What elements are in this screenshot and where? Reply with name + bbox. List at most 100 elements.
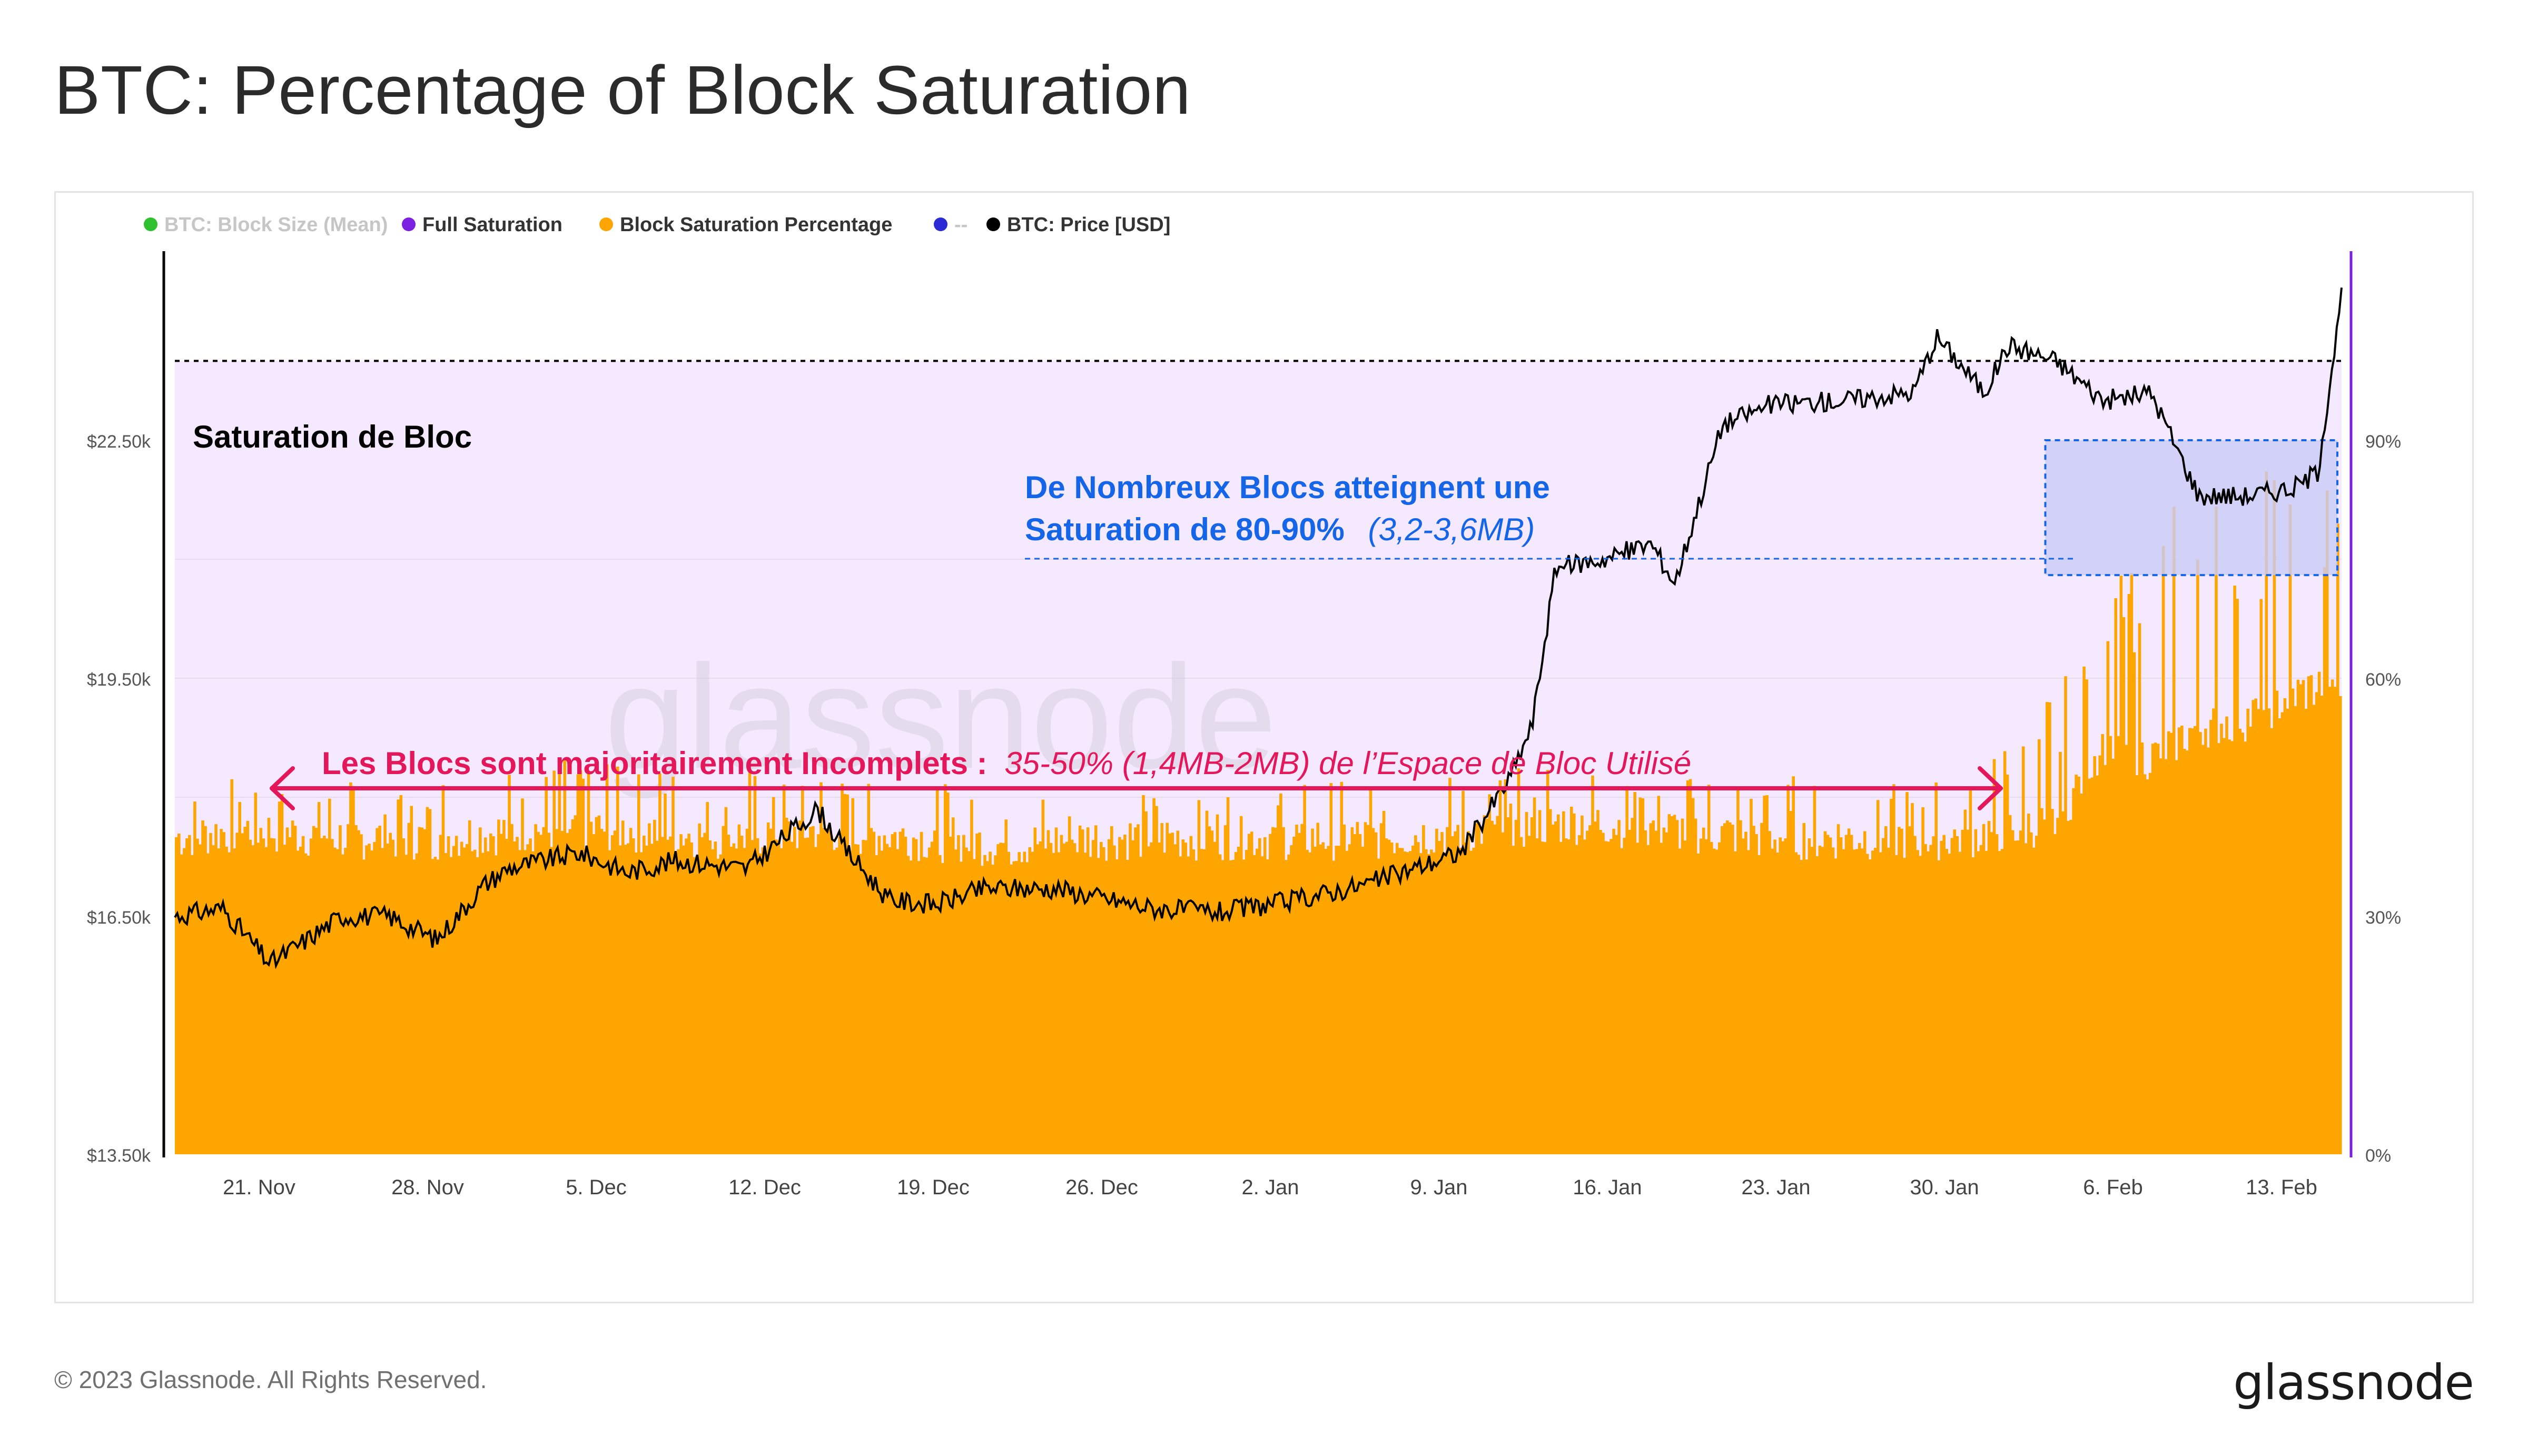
saturation-bar xyxy=(1393,853,1396,1154)
saturation-bar xyxy=(558,769,561,1154)
saturation-bar xyxy=(1329,783,1333,1154)
legend-item-label: BTC: Block Size (Mean) xyxy=(164,214,388,236)
saturation-bar xyxy=(428,809,432,1154)
saturation-bar xyxy=(1678,848,1682,1154)
saturation-bar xyxy=(436,859,440,1154)
saturation-bar xyxy=(1108,839,1111,1154)
saturation-bar xyxy=(1176,830,1180,1154)
saturation-bar xyxy=(1974,829,1978,1154)
saturation-bar xyxy=(1007,851,1010,1154)
saturation-bar xyxy=(177,834,181,1154)
saturation-bar xyxy=(2032,847,2036,1154)
saturation-bar xyxy=(1015,861,1018,1154)
y-left-ticks: $13.50k $16.50k $19.50k $22.50k xyxy=(87,432,151,1166)
saturation-bar xyxy=(764,850,767,1154)
saturation-bar xyxy=(2299,684,2303,1154)
saturation-bar xyxy=(196,838,199,1154)
saturation-bar xyxy=(898,831,902,1154)
saturation-bar xyxy=(2069,819,2072,1154)
saturation-bar xyxy=(547,833,550,1154)
saturation-bar xyxy=(1202,849,1206,1154)
saturation-bar xyxy=(1210,830,1214,1154)
x-tick-label: 13. Feb xyxy=(2246,1176,2317,1199)
saturation-bar xyxy=(1519,837,1523,1154)
saturation-bar xyxy=(1808,838,1811,1154)
saturation-bar xyxy=(1578,835,1581,1154)
saturation-bar xyxy=(1285,860,1288,1154)
saturation-bar xyxy=(1282,827,1285,1154)
saturation-bar xyxy=(288,837,292,1154)
saturation-bar xyxy=(1028,847,1032,1154)
saturation-bar xyxy=(368,844,371,1154)
saturation-bar xyxy=(1792,776,1795,1154)
saturation-bar xyxy=(516,837,519,1154)
saturation-bar xyxy=(1256,848,1259,1154)
saturation-bar xyxy=(1649,823,1653,1154)
saturation-bar xyxy=(2167,731,2170,1154)
saturation-bar xyxy=(1123,834,1127,1154)
x-tick-label: 12. Dec xyxy=(728,1176,801,1199)
saturation-bar xyxy=(1086,827,1090,1154)
saturation-bar xyxy=(1002,843,1005,1154)
saturation-bar xyxy=(888,847,892,1154)
saturation-bar xyxy=(1559,841,1563,1154)
saturation-bar xyxy=(2238,728,2241,1154)
saturation-bar xyxy=(2143,774,2147,1154)
saturation-bar xyxy=(1004,819,1008,1154)
x-tick-label: 6. Feb xyxy=(2083,1176,2142,1199)
saturation-bar xyxy=(719,854,723,1154)
saturation-bar xyxy=(1591,775,1594,1154)
saturation-bar xyxy=(1371,828,1375,1154)
saturation-bar xyxy=(1847,828,1851,1154)
saturation-bar xyxy=(2194,726,2197,1154)
saturation-bar xyxy=(2252,700,2255,1154)
saturation-bar xyxy=(814,847,817,1154)
saturation-bar xyxy=(914,839,918,1154)
saturation-bar xyxy=(2169,732,2173,1154)
saturation-bar xyxy=(724,807,728,1154)
saturation-bar xyxy=(1234,852,1238,1154)
saturation-bar xyxy=(1126,860,1129,1154)
saturation-bar xyxy=(468,820,471,1154)
saturation-bar xyxy=(1390,842,1394,1154)
chart-legend: BTC: Block Size (Mean) Full Saturation Blo… xyxy=(144,214,1170,236)
saturation-bar xyxy=(2090,777,2094,1154)
saturation-bar xyxy=(333,847,337,1154)
saturation-bar xyxy=(487,851,490,1154)
saturation-bar xyxy=(1044,848,1048,1154)
saturation-bar xyxy=(2262,710,2266,1154)
saturation-bar xyxy=(2201,745,2205,1154)
saturation-bar xyxy=(1385,838,1388,1154)
saturation-bar xyxy=(1950,838,1954,1154)
saturation-bar xyxy=(2011,830,2014,1154)
saturation-bar xyxy=(2186,750,2189,1154)
saturation-bar xyxy=(624,845,627,1154)
saturation-bar xyxy=(1538,810,1542,1154)
saturation-bar xyxy=(661,837,664,1154)
x-tick-label: 16. Jan xyxy=(1573,1176,1642,1199)
saturation-bar xyxy=(2209,720,2213,1154)
saturation-bar xyxy=(2080,793,2083,1154)
saturation-bar xyxy=(621,820,625,1154)
saturation-bar xyxy=(254,793,258,1154)
saturation-bar xyxy=(212,845,215,1154)
saturation-bar xyxy=(589,821,593,1154)
glassnode-logo: glassnode xyxy=(2233,1354,2474,1411)
saturation-bar xyxy=(1831,847,1835,1154)
saturation-bar xyxy=(1398,848,1401,1154)
nombreux-line2-italic: (3,2-3,6MB) xyxy=(1368,512,1535,547)
legend-item-label: -- xyxy=(954,214,967,236)
saturation-bar xyxy=(1696,853,1700,1154)
saturation-bar xyxy=(1480,844,1483,1154)
saturation-bar xyxy=(1306,849,1309,1154)
saturation-bar xyxy=(587,773,590,1154)
saturation-bar xyxy=(938,855,942,1154)
x-tick-label: 28. Nov xyxy=(391,1176,464,1199)
saturation-bar xyxy=(975,834,979,1154)
incomplete-bold: Les Blocs sont majoritairement Incomplet… xyxy=(322,746,987,781)
saturation-bar xyxy=(1599,830,1602,1154)
saturation-bar xyxy=(2117,736,2120,1154)
saturation-bar xyxy=(1010,864,1013,1154)
legend-dot-icon xyxy=(934,217,947,231)
saturation-bar xyxy=(2138,623,2141,1154)
